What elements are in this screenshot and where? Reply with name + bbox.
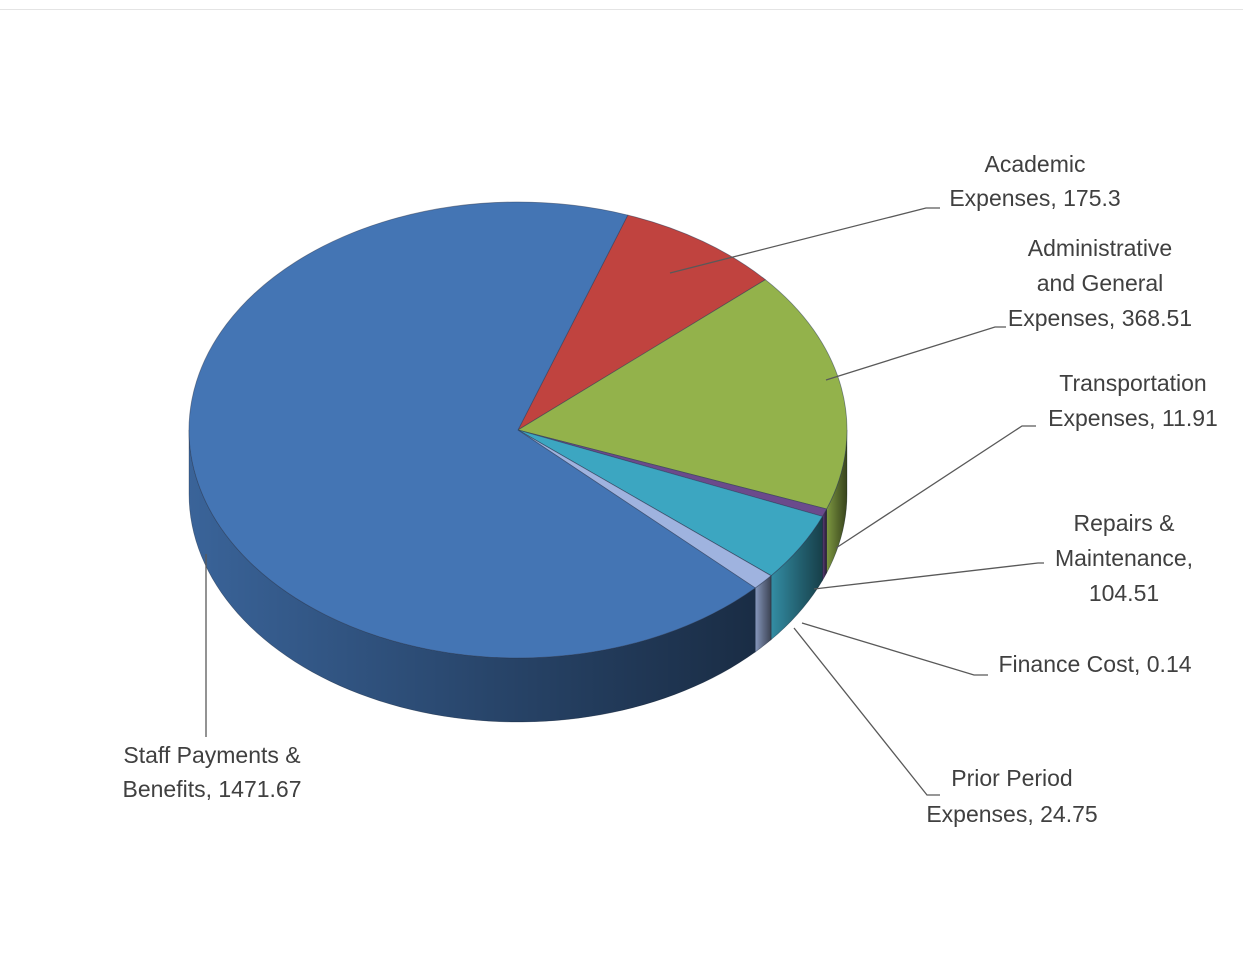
slice-label-line: Benefits, 1471.67: [122, 776, 301, 802]
slice-label-transportation: Transportation Expenses, 11.91: [1048, 370, 1218, 431]
slice-label-line: Expenses, 24.75: [926, 801, 1097, 827]
pie-side-transportation: [822, 508, 827, 582]
slice-label-administrative: Administrative and General Expenses, 368.5…: [1008, 235, 1192, 331]
slice-label-prior-period: Prior Period Expenses, 24.75: [926, 765, 1097, 827]
slice-label-line: Expenses, 175.3: [949, 185, 1120, 211]
leader-line-finance-cost-0-14: [801, 622, 988, 676]
slice-label-line: Maintenance,: [1055, 545, 1193, 571]
slice-label-staff-payments: Staff Payments & Benefits, 1471.67: [122, 742, 301, 802]
leader-line-administrative: [825, 326, 1006, 381]
pie-side-prior-period: [754, 575, 772, 653]
pie-tops: [188, 201, 848, 659]
pie-slice-staff-payments: [188, 201, 756, 659]
top-divider: [0, 9, 1243, 10]
slice-label-line: Expenses, 368.51: [1008, 305, 1192, 331]
slice-label-line: Academic: [985, 151, 1086, 177]
slice-label-line: Finance Cost, 0.14: [998, 651, 1191, 677]
slice-label-repairs: Repairs & Maintenance, 104.51: [1055, 510, 1193, 606]
slice-label-line: and General: [1037, 270, 1164, 296]
pie-slice-academic: [517, 214, 767, 432]
pie-slice-administrative: [516, 279, 848, 510]
slice-label-line: 104.51: [1089, 580, 1159, 606]
slice-label-academic: Academic Expenses, 175.3: [949, 151, 1120, 211]
slice-labels: Academic Expenses, 175.3 Administrative and…: [122, 151, 1217, 827]
slice-label-line: Prior Period: [951, 765, 1072, 791]
slice-label-line: Staff Payments &: [123, 742, 300, 768]
slice-label-line: Expenses, 11.91: [1048, 405, 1218, 431]
leader-line-prior-period: [793, 627, 940, 796]
pie-sides: [188, 429, 848, 723]
leader-line-repairs: [813, 562, 1044, 590]
leader-line-transportation: [835, 425, 1036, 549]
slice-label-line: Repairs &: [1074, 510, 1175, 536]
leader-lines: [205, 207, 1044, 796]
slice-label-finance-cost-0-14: Finance Cost, 0.14: [998, 651, 1191, 677]
leader-line-academic: [669, 207, 940, 274]
slice-label-line: Administrative: [1028, 235, 1172, 261]
slice-label-line: Transportation: [1059, 370, 1206, 396]
